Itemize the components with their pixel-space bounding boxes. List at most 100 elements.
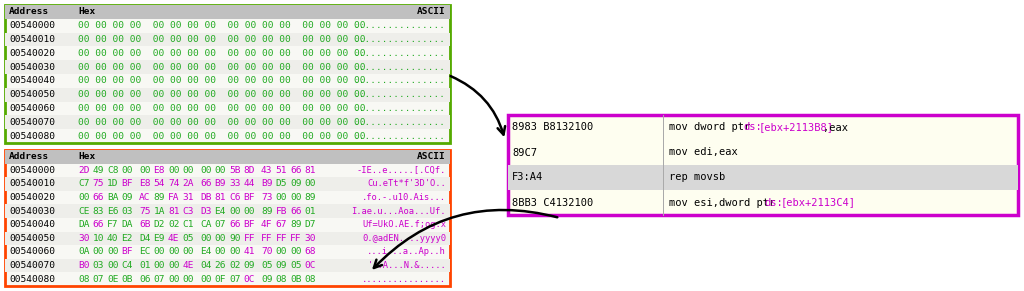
Text: CA: CA [200, 220, 212, 229]
Text: C1: C1 [182, 220, 194, 229]
Text: FA: FA [168, 193, 179, 202]
Text: 00540040: 00540040 [9, 77, 55, 85]
Text: DB: DB [200, 193, 212, 202]
Bar [5, 259, 450, 272]
Text: 66: 66 [200, 180, 212, 189]
Text: 01: 01 [139, 261, 151, 270]
Text: 00540000: 00540000 [9, 21, 55, 30]
Text: 90: 90 [229, 234, 241, 243]
Text: 0F: 0F [214, 275, 226, 284]
Text: 0C: 0C [304, 261, 316, 270]
Text: 6B: 6B [139, 220, 151, 229]
Text: Uf=UkO.AE.f;og.x: Uf=UkO.AE.f;og.x [362, 220, 446, 229]
Text: E2: E2 [122, 234, 133, 243]
Text: EC: EC [139, 248, 151, 256]
Text: 00: 00 [106, 261, 119, 270]
Text: 00540070: 00540070 [9, 118, 55, 127]
Text: BF: BF [244, 193, 255, 202]
Text: 00: 00 [139, 166, 151, 175]
Text: '..A...N.&.....: '..A...N.&..... [368, 261, 446, 270]
Text: 00: 00 [214, 234, 226, 243]
Text: ................: ................ [354, 35, 446, 44]
Text: 00540050: 00540050 [9, 90, 55, 99]
Text: 02: 02 [168, 220, 179, 229]
Text: 68: 68 [304, 248, 316, 256]
Text: F7: F7 [106, 220, 119, 229]
Bar [5, 5, 450, 19]
Text: C8: C8 [106, 166, 119, 175]
Text: 07: 07 [214, 220, 226, 229]
Text: 00: 00 [304, 180, 316, 189]
Text: 00540080: 00540080 [9, 275, 55, 284]
Text: Address: Address [9, 7, 49, 16]
Bar [508, 115, 1018, 215]
Text: ds:: ds: [764, 198, 783, 207]
Text: 00: 00 [154, 261, 165, 270]
Text: C6: C6 [229, 193, 241, 202]
Text: FF: FF [290, 234, 301, 243]
Text: Address: Address [9, 152, 49, 161]
Text: E4: E4 [200, 248, 212, 256]
Text: -IE..e.....[.CQf.: -IE..e.....[.CQf. [356, 166, 446, 175]
Text: 0C: 0C [244, 275, 255, 284]
Text: 00: 00 [214, 166, 226, 175]
Bar [5, 150, 450, 286]
Text: 8BB3 C4132100: 8BB3 C4132100 [512, 198, 593, 207]
Text: 01: 01 [304, 207, 316, 216]
Text: mov esi,dword ptr: mov esi,dword ptr [669, 198, 781, 207]
Text: 89: 89 [290, 220, 301, 229]
Text: 09: 09 [290, 180, 301, 189]
Text: 0B: 0B [290, 275, 301, 284]
Text: rep movsb: rep movsb [669, 173, 725, 182]
Text: 00540010: 00540010 [9, 180, 55, 189]
Text: 83: 83 [92, 207, 104, 216]
Text: B0: B0 [78, 261, 89, 270]
Text: 30: 30 [304, 234, 316, 243]
Text: 66: 66 [92, 220, 104, 229]
Text: Hex: Hex [78, 152, 95, 161]
Text: 51: 51 [275, 166, 287, 175]
Text: 00: 00 [290, 193, 301, 202]
Text: 08: 08 [78, 275, 89, 284]
Text: 66: 66 [92, 193, 104, 202]
Text: 09: 09 [261, 275, 272, 284]
Text: B9: B9 [261, 180, 272, 189]
Text: 00: 00 [290, 248, 301, 256]
Text: E9: E9 [154, 234, 165, 243]
Text: 1A: 1A [154, 207, 165, 216]
Text: Cu.eTt*f'3D'O..: Cu.eTt*f'3D'O.. [368, 180, 446, 189]
Text: .fo.-.u10.Ais...: .fo.-.u10.Ais... [362, 193, 446, 202]
Text: FB: FB [275, 207, 287, 216]
Text: 00: 00 [200, 166, 212, 175]
Text: [ebx+2113C4]: [ebx+2113C4] [780, 198, 855, 207]
Text: 89: 89 [261, 207, 272, 216]
Text: ................: ................ [354, 132, 446, 141]
Text: Hex: Hex [78, 7, 95, 16]
Text: 00540020: 00540020 [9, 193, 55, 202]
Text: 00: 00 [78, 193, 89, 202]
Text: 00540060: 00540060 [9, 104, 55, 113]
Text: 00 00 00 00  00 00 00 00  00 00 00 00  00 00 00 00: 00 00 00 00 00 00 00 00 00 00 00 00 00 0… [78, 49, 366, 58]
Text: 10: 10 [92, 234, 104, 243]
Text: B9: B9 [214, 180, 226, 189]
Text: I.ae.u...Aoa...Uf.: I.ae.u...Aoa...Uf. [351, 207, 446, 216]
Text: 00 00 00 00  00 00 00 00  00 00 00 00  00 00 00 00: 00 00 00 00 00 00 00 00 00 00 00 00 00 0… [78, 77, 366, 85]
Text: 81: 81 [304, 166, 316, 175]
Text: FF: FF [244, 234, 255, 243]
Bar [5, 232, 450, 245]
Text: BF: BF [244, 220, 255, 229]
Text: 00: 00 [122, 166, 133, 175]
Text: 2A: 2A [182, 180, 194, 189]
Text: mov dword ptr: mov dword ptr [669, 123, 757, 132]
FancyArrowPatch shape [451, 76, 505, 135]
Text: 00540060: 00540060 [9, 248, 55, 256]
Text: mov edi,eax: mov edi,eax [669, 148, 737, 157]
Text: 0A: 0A [78, 248, 89, 256]
Text: C4: C4 [122, 261, 133, 270]
Text: BA: BA [106, 193, 119, 202]
Text: [ebx+2113B8]: [ebx+2113B8] [759, 123, 835, 132]
Text: 07: 07 [92, 275, 104, 284]
Text: 1D: 1D [106, 180, 119, 189]
Text: 00 00 00 00  00 00 00 00  00 00 00 00  00 00 00 00: 00 00 00 00 00 00 00 00 00 00 00 00 00 0… [78, 104, 366, 113]
Text: 09: 09 [244, 261, 255, 270]
